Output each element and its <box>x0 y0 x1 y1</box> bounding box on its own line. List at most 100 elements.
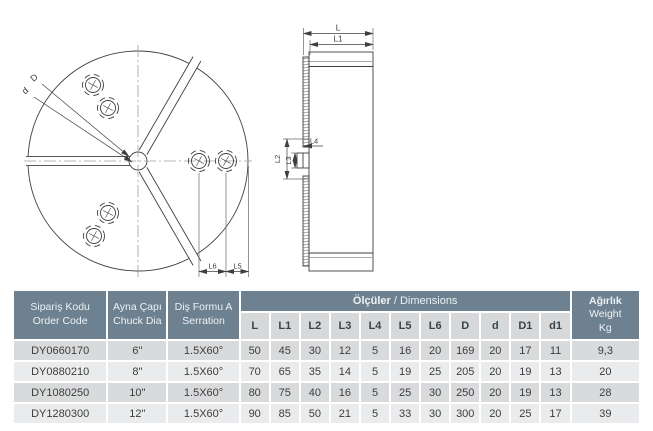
chuck-dia-cell: 12" <box>108 404 167 423</box>
chuck-dia-cell: 6" <box>108 341 167 360</box>
dim-col-header: L6 <box>421 313 450 339</box>
stop-block <box>296 146 310 177</box>
dim-cell: 300 <box>451 404 480 423</box>
dim-cell: 5 <box>360 362 390 381</box>
chuck-dia-cell: 8" <box>108 362 167 381</box>
bolt-hole <box>82 74 104 96</box>
col-header-serration-tr: Diş Formu A <box>174 301 233 314</box>
serration-cell: 1.5X60° <box>168 341 239 360</box>
dim-cell: 13 <box>541 383 570 402</box>
bolt-hole <box>83 225 105 247</box>
col-header-chuck-dia-en: Chuck Dia <box>113 315 162 327</box>
dim-cell: 13 <box>541 362 570 381</box>
dim-label-L6: L6 <box>208 262 216 271</box>
dim-cell: 16 <box>391 341 420 360</box>
bolt-hole <box>97 97 119 119</box>
front-view: D d L6 L5 <box>20 45 252 278</box>
bolt-hole <box>215 150 237 172</box>
table-row: DY1080250 10" 1.5X60° 80 75 40 16 5 25 3… <box>14 383 639 402</box>
serration-cell: 1.5X60° <box>168 383 239 402</box>
bolt-hole <box>188 150 210 172</box>
dim-label-L3: L3 <box>284 156 293 164</box>
dim-label-L1: L1 <box>334 35 343 44</box>
col-header-order-code-tr: Sipariş Kodu <box>30 301 90 314</box>
jaw-slot-upper-right <box>138 56 202 155</box>
dimension-D-leader <box>41 83 130 158</box>
dim-label-L4: L4 <box>310 137 318 146</box>
weight-cell: 39 <box>571 404 639 423</box>
dim-cell: 33 <box>391 404 420 423</box>
dim-cell: 25 <box>421 362 450 381</box>
dim-cell: 5 <box>360 383 390 402</box>
dimension-d-leader <box>33 96 133 163</box>
dim-cell: 17 <box>511 341 540 360</box>
order-code-cell: DY1080250 <box>14 383 107 402</box>
dim-col-header: L2 <box>300 313 329 339</box>
col-header-weight: Ağırlık Weight Kg <box>571 291 639 339</box>
dim-col-header: L1 <box>270 313 299 339</box>
spec-table: Sipariş Kodu Order Code Ayna Çapı Chuck … <box>12 289 641 425</box>
dim-col-header: L <box>240 313 269 339</box>
weight-cell: 9,3 <box>571 341 639 360</box>
dim-cell: 85 <box>270 404 299 423</box>
dim-cell: 20 <box>481 362 510 381</box>
col-header-serration: Diş Formu A Serration <box>168 291 239 339</box>
order-code-cell: DY0660170 <box>14 341 107 360</box>
bolt-hole <box>97 202 119 224</box>
dim-cell: 5 <box>360 404 390 423</box>
col-header-serration-en: Serration <box>182 315 225 327</box>
dim-cell: 250 <box>451 383 480 402</box>
dim-cell: 40 <box>300 383 329 402</box>
dimension-L3 <box>291 152 298 169</box>
jaw-slot-lower-right <box>138 167 202 266</box>
dim-cell: 21 <box>330 404 359 423</box>
dim-cell: 20 <box>421 341 450 360</box>
side-view: L L1 L2 L3 L4 <box>273 24 374 272</box>
dim-label-d: d <box>20 85 30 96</box>
dim-col-header: d1 <box>541 313 570 339</box>
col-header-weight-tr: Ağırlık <box>588 294 622 307</box>
dim-cell: 14 <box>330 362 359 381</box>
dim-cell: 25 <box>511 404 540 423</box>
dim-cell: 70 <box>240 362 269 381</box>
dim-label-L2: L2 <box>273 155 282 163</box>
col-header-chuck-dia-tr: Ayna Çapı <box>112 301 162 314</box>
jaw-slot-left <box>26 155 130 167</box>
dim-col-header: L4 <box>360 313 390 339</box>
dim-cell: 30 <box>421 404 450 423</box>
header-row-top: Sipariş Kodu Order Code Ayna Çapı Chuck … <box>14 291 639 339</box>
dim-label-D: D <box>28 71 40 83</box>
dim-cell: 205 <box>451 362 480 381</box>
dim-cell: 19 <box>511 362 540 381</box>
dim-cell: 65 <box>270 362 299 381</box>
dim-col-header: D <box>451 313 480 339</box>
technical-drawing: D d L6 L5 <box>20 24 374 278</box>
dim-col-header: D1 <box>511 313 540 339</box>
weight-cell: 20 <box>571 362 639 381</box>
dimension-L6-L5 <box>198 166 250 277</box>
dim-cell: 16 <box>330 383 359 402</box>
table-row: DY1280300 12" 1.5X60° 90 85 50 21 5 33 3… <box>14 404 639 423</box>
serration-cell: 1.5X60° <box>168 362 239 381</box>
dim-cell: 45 <box>270 341 299 360</box>
dim-col-header: d <box>481 313 510 339</box>
dim-cell: 19 <box>391 362 420 381</box>
col-header-weight-en: Weight <box>589 308 622 321</box>
dim-cell: 20 <box>481 383 510 402</box>
dimension-L2 <box>283 138 309 180</box>
centerlines <box>24 45 252 278</box>
dim-cell: 90 <box>240 404 269 423</box>
bolt-holes <box>82 74 237 247</box>
header-row-dims: L L1 L2 L3 L4 L5 L6 D d D1 d1 <box>14 313 639 339</box>
dim-cell: 50 <box>240 341 269 360</box>
order-code-cell: DY1280300 <box>14 404 107 423</box>
dim-cell: 30 <box>421 383 450 402</box>
chuck-body-side <box>308 51 374 272</box>
chuck-dia-cell: 10" <box>108 383 167 402</box>
col-header-dimensions-group: Ölçüler / Dimensions <box>240 291 570 311</box>
dim-cell: 5 <box>360 341 390 360</box>
dim-label-L: L <box>336 24 341 33</box>
col-header-chuck-dia: Ayna Çapı Chuck Dia <box>108 291 167 339</box>
dim-cell: 80 <box>240 383 269 402</box>
serration-strip-upper <box>302 56 310 148</box>
